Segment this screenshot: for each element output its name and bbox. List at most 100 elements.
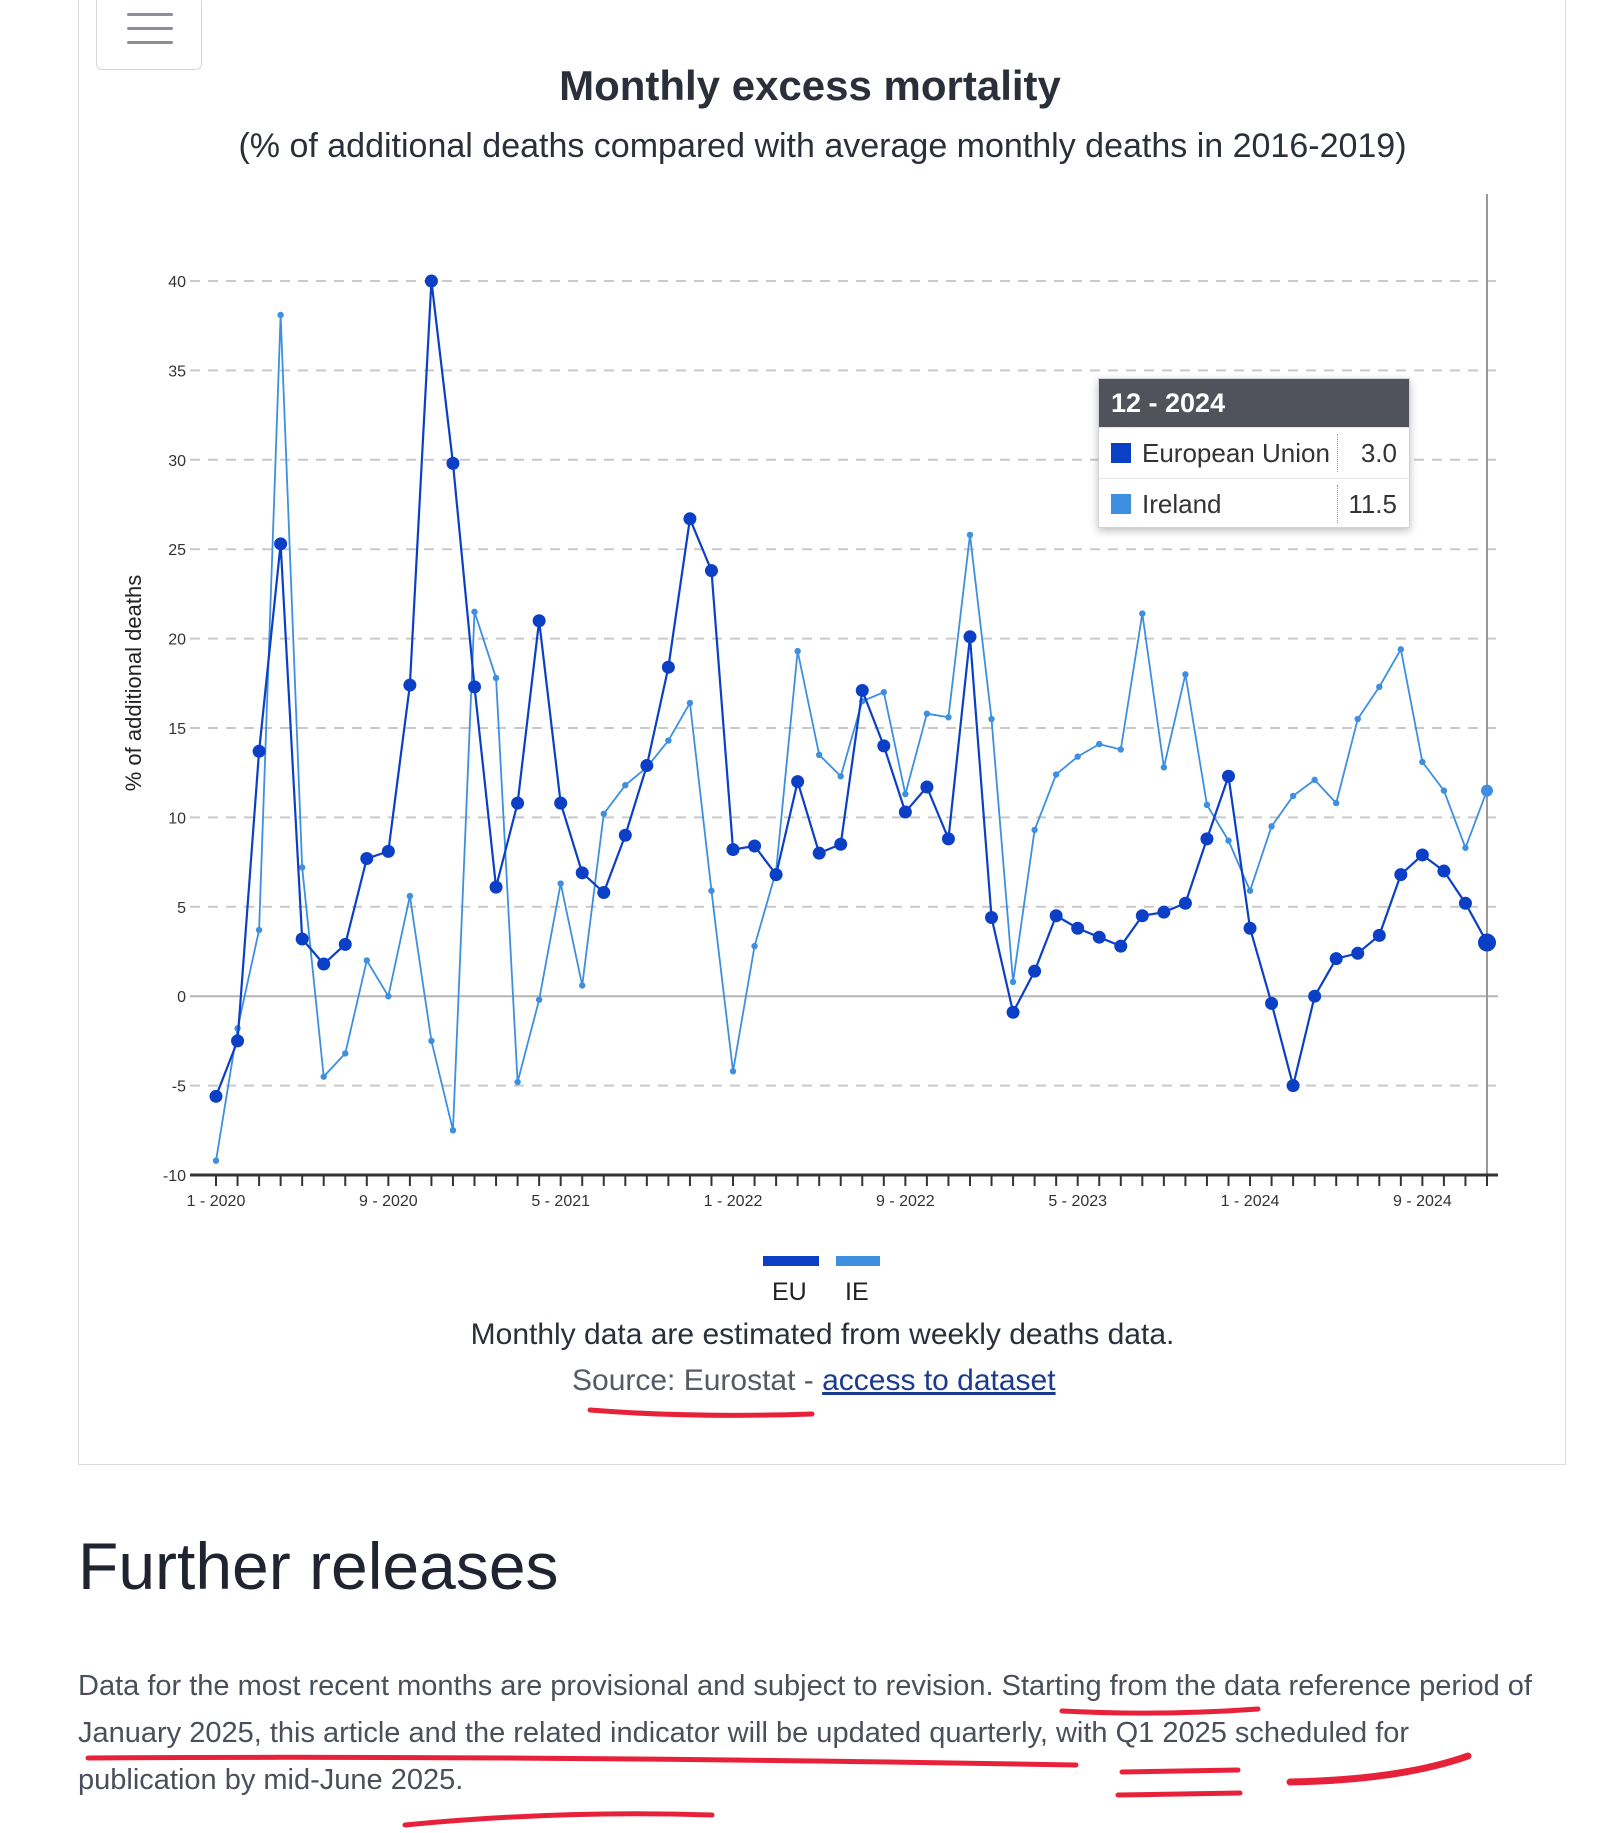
data-point-ie (923, 710, 931, 717)
legend-line-ie[interactable] (836, 1256, 880, 1266)
data-point-eu (209, 1089, 223, 1103)
x-tick-label: 5 - 2021 (531, 1193, 590, 1210)
data-point-eu (360, 852, 374, 866)
data-point-eu (855, 683, 869, 697)
x-tick-label: 1 - 2022 (704, 1193, 763, 1210)
data-point-eu (1372, 928, 1386, 942)
data-point-eu (769, 868, 783, 882)
data-point-eu (1028, 964, 1042, 978)
data-point-ie (600, 810, 607, 818)
data-point-eu (1178, 896, 1192, 910)
data-point-ie (1225, 837, 1232, 844)
data-point-ie (298, 864, 306, 871)
y-tick-label: 35 (168, 363, 186, 380)
chart-title: Monthly excess mortality (559, 62, 1061, 109)
chart-subtitle: (% of additional deaths compared with av… (238, 127, 1407, 165)
legend-label-eu[interactable]: EU (772, 1278, 807, 1306)
data-point-ie (579, 982, 586, 989)
data-point-ie (1074, 753, 1081, 760)
data-point-ie (1354, 715, 1361, 723)
tooltip-row-ie: Ireland 11.5 (1099, 478, 1409, 529)
data-point-eu (812, 846, 826, 860)
data-point-eu (1478, 933, 1496, 952)
data-point-eu (1286, 1079, 1300, 1093)
section-heading: Further releases (78, 1529, 559, 1603)
data-point-eu (1006, 1005, 1020, 1019)
source-prefix: Source: Eurostat - (572, 1364, 823, 1397)
data-point-eu (748, 839, 762, 853)
data-point-eu (920, 780, 934, 794)
tooltip-separator (1337, 485, 1338, 523)
hamburger-menu-button[interactable] (96, 0, 202, 70)
data-point-eu (963, 630, 977, 644)
hamburger-bar (127, 41, 173, 44)
data-point-ie (966, 531, 974, 539)
data-point-eu (683, 512, 697, 526)
data-point-ie (471, 608, 478, 615)
data-point-ie (1268, 823, 1275, 830)
data-point-ie (255, 926, 263, 934)
data-point-eu (1351, 946, 1365, 960)
data-point-ie (1246, 887, 1254, 894)
chart-source: Source: Eurostat - access to dataset (572, 1364, 1056, 1398)
data-point-eu (1458, 896, 1472, 910)
data-point-ie (535, 996, 543, 1003)
tooltip-separator (1337, 434, 1338, 472)
data-point-eu (511, 796, 525, 810)
red-underline-mark (402, 1811, 715, 1828)
data-point-ie (1117, 746, 1124, 753)
data-point-eu (877, 739, 891, 753)
data-point-eu (274, 537, 288, 551)
data-point-ie (665, 737, 672, 744)
data-point-ie (1333, 799, 1340, 807)
data-point-ie (1440, 787, 1448, 794)
data-point-ie (342, 1050, 349, 1057)
data-point-eu (446, 456, 460, 470)
x-tick-label: 5 - 2023 (1048, 1193, 1107, 1210)
data-point-eu (317, 957, 331, 971)
legend-label-ie[interactable]: IE (845, 1278, 869, 1306)
tooltip-swatch-ie (1111, 494, 1131, 514)
data-point-eu (640, 759, 654, 773)
y-tick-label: 5 (177, 900, 186, 917)
data-point-ie (1289, 792, 1297, 800)
data-point-ie (1376, 683, 1383, 691)
data-point-eu (424, 274, 438, 288)
data-point-ie (385, 993, 392, 1000)
data-point-ie (449, 1127, 457, 1134)
legend-line-eu[interactable] (763, 1256, 819, 1266)
y-tick-label: -5 (172, 1079, 186, 1096)
data-point-eu (1200, 832, 1214, 846)
y-tick-label: 30 (168, 453, 186, 470)
data-point-eu (468, 680, 482, 694)
data-point-eu (1415, 848, 1429, 862)
x-tick-label: 9 - 2024 (1393, 1193, 1452, 1210)
data-point-ie (1462, 844, 1469, 851)
data-point-eu (661, 660, 675, 674)
data-point-ie (1397, 646, 1405, 653)
data-point-eu (1329, 952, 1343, 966)
data-point-eu (1308, 989, 1322, 1003)
chart-plot: -10 -5 0 5 10 15 20 25 30 35 40 1 - 2020 9 - 2020 5 -… (121, 194, 1498, 1210)
access-dataset-link[interactable]: access to dataset (822, 1364, 1056, 1397)
data-point-ie (1052, 771, 1060, 778)
chart-tooltip: 12 - 2024 European Union 3.0 Ireland 11.… (1098, 378, 1410, 528)
data-point-ie (988, 715, 995, 723)
data-point-eu (554, 796, 568, 810)
data-point-eu (1221, 769, 1235, 783)
data-point-ie (363, 957, 370, 964)
y-tick-label: 10 (168, 810, 186, 827)
series-line-ie (215, 314, 1488, 1161)
data-point-eu (898, 805, 912, 819)
data-point-eu (231, 1034, 245, 1048)
data-point-eu (295, 932, 309, 946)
data-point-eu (726, 843, 740, 857)
data-point-eu (489, 880, 503, 894)
y-axis-label: % of additional deaths (121, 575, 146, 792)
x-tick-label: 9 - 2020 (359, 1193, 418, 1210)
data-point-ie (686, 699, 694, 707)
data-point-ie (622, 782, 629, 789)
data-point-ie (837, 773, 844, 780)
data-point-ie (751, 942, 758, 950)
x-tick-label: 9 - 2022 (876, 1193, 935, 1210)
